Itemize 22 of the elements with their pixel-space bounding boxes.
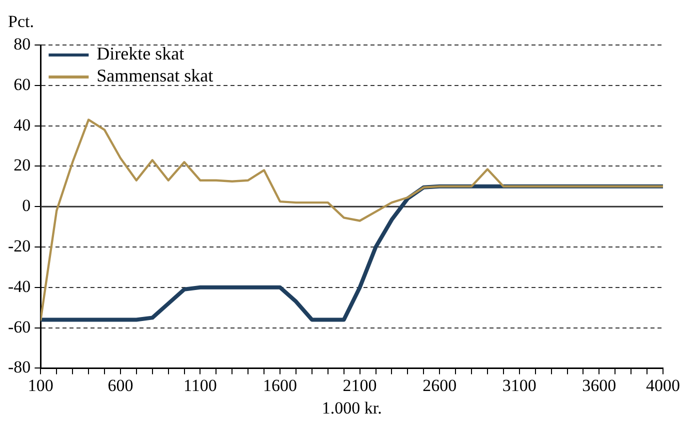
y-tick-label: 60 (14, 74, 31, 94)
x-tick-label: 100 (28, 376, 54, 395)
x-axis-title: 1.000 kr. (322, 398, 382, 418)
x-tick-label: 4000 (646, 376, 680, 395)
y-tick-label: 40 (14, 115, 31, 134)
legend-label: Sammensat skat (96, 66, 214, 86)
x-tick-label: 600 (108, 376, 134, 395)
y-tick-label: -20 (8, 236, 31, 256)
y-tick-label: 20 (14, 156, 31, 175)
x-tick-label: 3600 (582, 376, 616, 395)
legend-label: Direkte skat (96, 44, 184, 64)
x-tick-label: 2100 (342, 376, 377, 395)
y-tick-label: -40 (8, 276, 31, 296)
y-tick-label: -60 (8, 317, 31, 336)
y-axis-title: Pct. (8, 12, 34, 31)
y-tick-label: 0 (22, 196, 31, 216)
x-tick-label: 1600 (263, 376, 298, 395)
y-tick-label: -80 (8, 358, 31, 377)
x-tick-label: 3100 (502, 376, 536, 395)
y-tick-label: 80 (14, 34, 31, 54)
x-tick-label: 1100 (184, 376, 217, 395)
x-tick-label: 2600 (422, 376, 457, 395)
